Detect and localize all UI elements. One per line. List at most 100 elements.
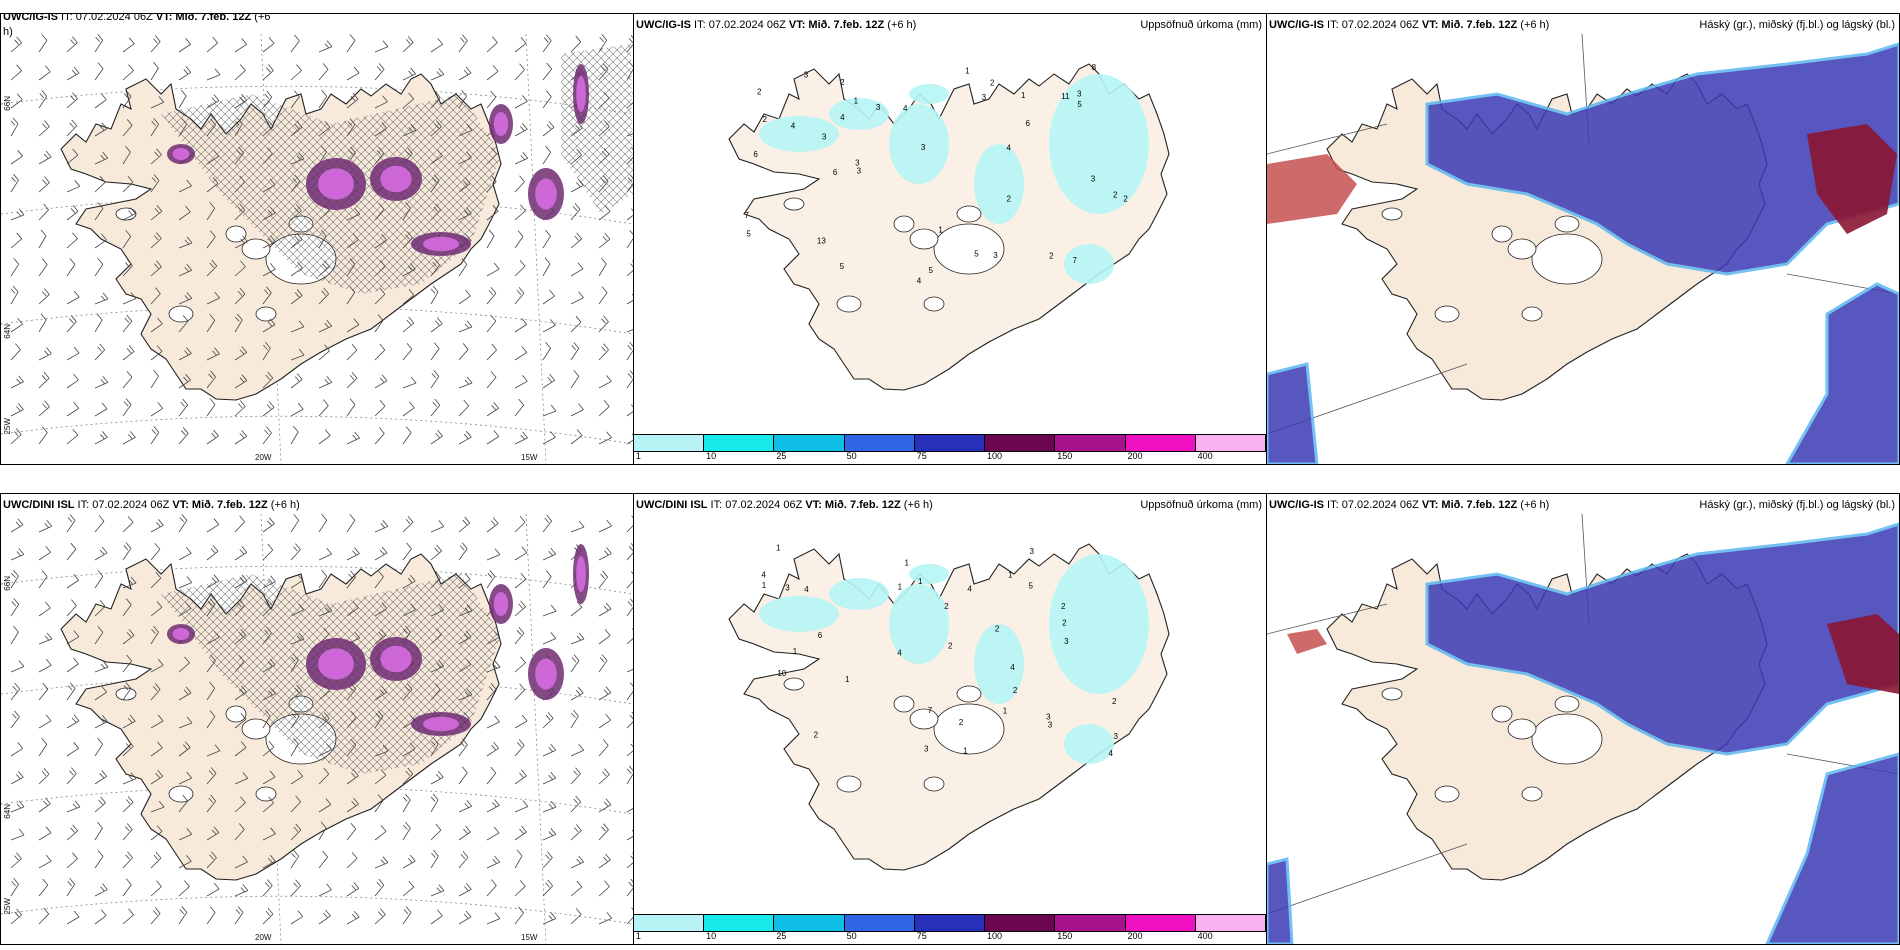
valid-time: VT: Mið. 7.feb. 12Z [172, 499, 268, 511]
precip-value-label: 1 [1021, 91, 1026, 100]
colorbar-swatch [1195, 915, 1266, 931]
colorbar-tick: 25 [776, 451, 787, 461]
panel-title: Uppsöfnuð úrkoma (mm) [1140, 19, 1262, 31]
cloud-map-1 [1267, 34, 1899, 464]
precip-value-label: 1 [1008, 571, 1013, 580]
lead-time: (+6 h) [267, 499, 300, 511]
precip-value-label: 1 [854, 97, 859, 106]
low-cloud-area [1267, 154, 1357, 224]
colorbar-tick: 200 [1127, 451, 1143, 461]
precip-value-label: 1 [965, 66, 970, 75]
model-name: UWC/DINI ISL [3, 499, 75, 511]
precip-value-label: 4 [840, 113, 845, 122]
precip-value-label: 1 [938, 226, 943, 235]
precip-value-label: 4 [1006, 143, 1011, 152]
precip-value-label: 2 [1113, 190, 1118, 199]
precip-value-label: 3 [1064, 637, 1069, 646]
precip-value-label: 1 [762, 581, 767, 590]
lead-time: (+6 [251, 13, 271, 23]
precip-value-label: 3 [855, 159, 860, 168]
precip-value-label: 6 [1025, 119, 1030, 128]
colorbar-swatch [1125, 915, 1196, 931]
colorbar-tick: 150 [1057, 451, 1073, 461]
cloud-map-2 [1267, 514, 1899, 944]
lon-label-15: 15W [521, 453, 538, 462]
model-name: UWC/DINI ISL [636, 499, 708, 511]
lat-label-64: 64N [3, 324, 12, 339]
colorbar: 1 10 25 50 75 100 150 200 400 [634, 434, 1266, 461]
panel-header: UWC/IG-IS IT: 07.02.2024 06Z VT: Mið. 7.… [1269, 496, 1895, 514]
precip-value-label: 1 [904, 558, 909, 567]
precip-value-label: 6 [753, 150, 758, 159]
colorbar-swatch [704, 915, 775, 931]
wind-map-2 [1, 514, 633, 944]
colorbar-swatch [774, 915, 845, 931]
lat-label-64: 64N [3, 804, 12, 819]
colorbar-tick: 25 [776, 931, 787, 941]
panel-precip-row2: UWC/DINI ISL IT: 07.02.2024 06Z VT: Mið.… [633, 493, 1267, 945]
init-time: IT: 07.02.2024 06Z [1324, 499, 1422, 511]
valid-time: VT: Mið. 7.feb. 12Z [155, 13, 252, 23]
colorbar-swatch [1125, 435, 1196, 451]
colorbar-tick: 400 [1197, 931, 1213, 941]
lon-label-20: 20W [255, 453, 272, 462]
colorbar: 1 10 25 50 75 100 150 200 400 [634, 914, 1266, 941]
colorbar-swatch [634, 435, 705, 451]
precip-value-label: 13 [817, 237, 826, 246]
precip-value-label: 1 [918, 577, 923, 586]
colorbar-swatch [985, 915, 1056, 931]
precip-value-label: 1 [898, 582, 903, 591]
precip-value-label: 3 [1091, 174, 1096, 183]
panel-cloud-row1: UWC/IG-IS IT: 07.02.2024 06Z VT: Mið. 7.… [1266, 13, 1900, 465]
precip-value-label: 2 [1123, 195, 1128, 204]
precip-value-label: 4 [967, 585, 972, 594]
colorbar-tick: 75 [916, 931, 927, 941]
precip-value-label: 1 [963, 746, 968, 755]
precip-value-label: 5 [746, 230, 751, 239]
lead-time: (+6 h) [1517, 499, 1550, 511]
panel-header: UWC/DINI ISL IT: 07.02.2024 06Z VT: Mið.… [636, 496, 1262, 514]
high-cloud-area [1425, 522, 1899, 756]
panel-header: UWC/IG-IS IT: 07.02.2024 06Z VT: Mið. 7.… [636, 16, 1262, 34]
colorbar-swatch [1055, 435, 1126, 451]
colorbar-tick: 100 [987, 451, 1003, 461]
colorbar-tick: 75 [916, 451, 927, 461]
precip-value-label: 2 [1062, 618, 1067, 627]
low-cloud-area [1287, 629, 1327, 654]
panel-header: UWC/IG-IS IT: 07.02.2024 06Z VT: Mið. 7.… [3, 13, 629, 26]
colorbar-tick: 10 [706, 931, 717, 941]
precip-value-label: 2 [840, 78, 845, 87]
colorbar-swatch [1055, 915, 1126, 931]
valid-time: VT: Mið. 7.feb. 12Z [805, 499, 901, 511]
wind-map-1 [1, 34, 633, 464]
precip-value-label: 2 [1112, 697, 1117, 706]
precip-value-label: 2 [948, 642, 953, 651]
precip-value-label: 4 [761, 570, 766, 579]
init-time: IT: 07.02.2024 06Z [58, 13, 156, 23]
header-wrap: h) [3, 23, 629, 41]
lead-time-wrap: h) [3, 26, 13, 38]
precip-value-label: 3 [982, 93, 987, 102]
precip-value-label: 5 [1028, 582, 1033, 591]
colorbar-tick: 400 [1197, 451, 1213, 461]
precip-value-label: 2 [990, 79, 995, 88]
precip-value-label: 6 [833, 168, 838, 177]
precip-value-label: 4 [1010, 663, 1015, 672]
panel-cloud-row2: UWC/IG-IS IT: 07.02.2024 06Z VT: Mið. 7.… [1266, 493, 1900, 945]
precip-value-label: 3 [1046, 713, 1051, 722]
precip-value-label: 2 [762, 115, 767, 124]
precip-value-label: 2 [1007, 194, 1012, 203]
colorbar-tick: 50 [846, 451, 857, 461]
lead-time: (+6 h) [1517, 19, 1550, 31]
lead-time: (+6 h) [900, 499, 933, 511]
lon-label-15: 15W [521, 933, 538, 942]
init-time: IT: 07.02.2024 06Z [74, 499, 173, 511]
precip-value-label: 3 [857, 167, 862, 176]
model-name: UWC/IG-IS [1269, 499, 1324, 511]
lat-label-25w: 25W [3, 418, 12, 435]
colorbar-swatch [1195, 435, 1266, 451]
model-name: UWC/IG-IS [636, 19, 691, 31]
precip-value-label: 7 [1073, 256, 1078, 265]
panel-precip-row1: UWC/IG-IS IT: 07.02.2024 06Z VT: Mið. 7.… [633, 13, 1267, 465]
colorbar-swatch [914, 435, 986, 451]
